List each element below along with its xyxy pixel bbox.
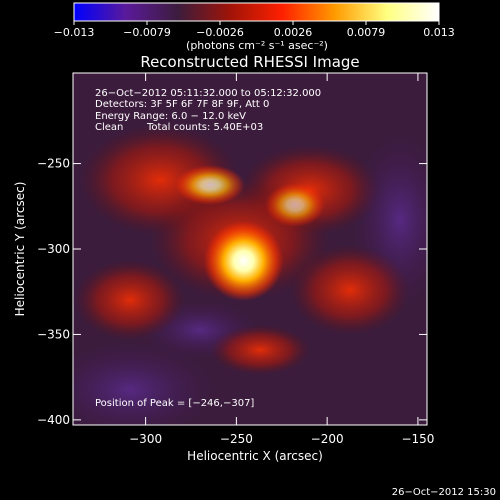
y-tick-label: −350 bbox=[37, 327, 70, 341]
x-tick-label: −150 bbox=[401, 432, 434, 446]
x-tick-label: −200 bbox=[311, 432, 344, 446]
annotation-total-counts: Total counts: 5.40E+03 bbox=[146, 122, 263, 133]
y-axis: −250 −300 −350 −400 bbox=[37, 157, 427, 427]
annotation-energy: Energy Range: 6.0 − 12.0 keV bbox=[95, 111, 246, 122]
colorbar-tick-label: −0.0079 bbox=[123, 26, 171, 39]
annotation-method: Clean bbox=[95, 122, 123, 133]
y-tick-label: −400 bbox=[37, 413, 70, 427]
heatmap-image bbox=[73, 125, 427, 425]
y-tick-label: −250 bbox=[37, 157, 70, 171]
annotation-detectors: Detectors: 3F 5F 6F 7F 8F 9F, Att 0 bbox=[95, 99, 269, 110]
colorbar-ticks: −0.013 −0.0079 −0.0026 0.0026 0.0079 0.013 bbox=[54, 21, 455, 39]
colorbar-tick-label: 0.0079 bbox=[347, 26, 386, 39]
plot-area: −300 −250 −200 −150 −250 −300 −350 −400 26−Oct… bbox=[37, 72, 434, 446]
y-axis-label: Heliocentric Y (arcsec) bbox=[13, 182, 27, 317]
colorbar-tick-label: 0.0026 bbox=[274, 26, 313, 39]
emission-purple-region bbox=[73, 340, 220, 425]
chart-title: Reconstructed RHESSI Image bbox=[140, 53, 359, 71]
colorbar-unit-label: (photons cm⁻² s⁻¹ asec⁻²) bbox=[186, 39, 328, 52]
emission-arc bbox=[265, 183, 325, 227]
x-axis-label: Heliocentric X (arcsec) bbox=[187, 449, 323, 463]
timestamp: 26−Oct−2012 15:30 bbox=[392, 487, 496, 498]
annotation-time-range: 26−Oct−2012 05:11:32.000 to 05:12:32.000 bbox=[95, 88, 321, 99]
x-tick-label: −250 bbox=[220, 432, 253, 446]
y-tick-label: −300 bbox=[37, 242, 70, 256]
emission-peak-core bbox=[203, 220, 284, 301]
x-tick-label: −300 bbox=[129, 432, 162, 446]
colorbar-tick-label: −0.013 bbox=[54, 26, 95, 39]
annotation-peak-position: Position of Peak = [−246,−307] bbox=[95, 398, 254, 409]
emission-arc bbox=[175, 165, 245, 205]
colorbar-gradient bbox=[73, 2, 440, 22]
emission-red-region bbox=[75, 260, 185, 340]
emission-red-region bbox=[290, 245, 410, 335]
colorbar-tick-label: 0.013 bbox=[423, 26, 455, 39]
colorbar-tick-label: −0.0026 bbox=[196, 26, 244, 39]
colorbar: −0.013 −0.0079 −0.0026 0.0026 0.0079 0.013 (p… bbox=[54, 2, 455, 52]
x-axis: −300 −250 −200 −150 bbox=[129, 73, 434, 446]
emission-red-region bbox=[210, 325, 310, 375]
